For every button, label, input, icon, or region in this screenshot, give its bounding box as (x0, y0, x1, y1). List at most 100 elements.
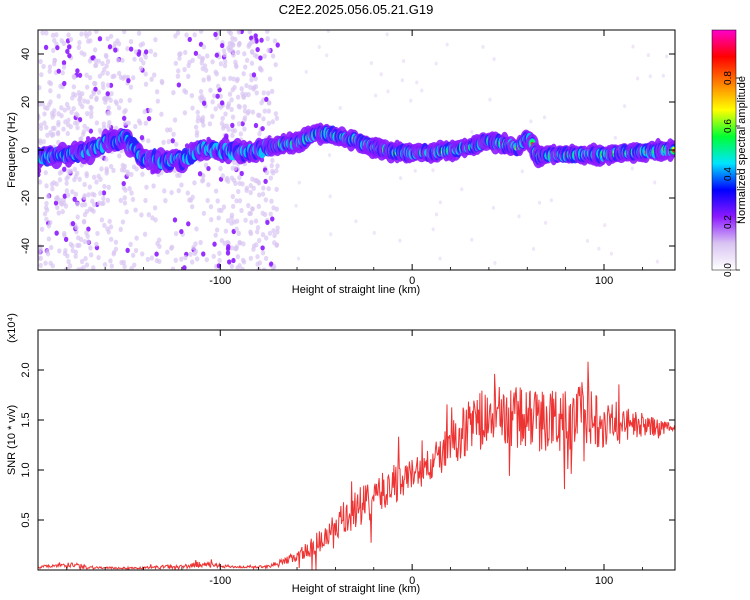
spectrogram-noise-blob (140, 171, 145, 177)
spectrogram-noise-blob (125, 247, 130, 253)
spectrogram-noise-blob (385, 32, 389, 37)
spectrogram-noise-blob (460, 187, 464, 192)
spectrogram-noise-blob (106, 123, 112, 129)
spectrogram-noise-blob (72, 196, 77, 202)
spectrogram-noise-blob (132, 56, 137, 62)
spectrogram-noise-blob (272, 264, 277, 270)
spectrogram-noise-blob (66, 32, 71, 38)
spectrogram-noise-blob (491, 205, 496, 210)
spectrogram-noise-blob (379, 72, 383, 77)
spectrogram-noise-blob (194, 226, 199, 232)
spectrogram-noise-blob (80, 103, 85, 110)
spectrogram-noise-blob (102, 183, 107, 190)
spectrogram-noise-blob (140, 251, 145, 257)
spectrogram-noise-blob (73, 191, 79, 197)
spectrogram-noise-blob (94, 96, 99, 103)
spectrogram-noise-blob (224, 177, 229, 183)
spectrogram-noise-blob (117, 153, 122, 159)
spectrogram-noise-blob (51, 131, 56, 137)
spectrogram-noise-blob (86, 192, 91, 198)
spectrogram-noise-blob (187, 59, 192, 65)
spectrogram-noise-blob (251, 246, 256, 252)
spectrogram-noise-blob (82, 238, 87, 245)
spectrogram-noise-blob (227, 41, 232, 47)
spectrogram-noise-blob (325, 53, 329, 58)
spectrogram-noise-blob (648, 74, 652, 79)
spectrogram-noise-blob (105, 82, 111, 88)
spectrogram-noise-blob (125, 46, 130, 52)
spectrogram-noise-blob (93, 86, 98, 92)
spectrogram-noise-blob (78, 136, 83, 142)
spectrogram-noise-blob (99, 217, 105, 223)
spectrogram-noise-blob (409, 98, 413, 103)
spectrogram-noise-blob (184, 32, 189, 38)
spectrogram-noise-blob (56, 210, 61, 216)
spectrogram-noise-blob (62, 80, 67, 87)
spectrogram-noise-blob (220, 115, 225, 122)
spectrogram-noise-blob (118, 226, 123, 232)
spectrogram-noise-blob (190, 105, 195, 111)
spectrogram-noise-blob (122, 163, 128, 169)
spectrogram-y-tick-label: 20 (20, 96, 32, 108)
spectrogram-noise-blob (85, 233, 90, 239)
spectrogram-noise-blob (259, 37, 264, 43)
spectrogram-noise-blob (326, 30, 330, 34)
spectrogram-noise-blob (85, 135, 91, 142)
spectrogram-noise-blob (106, 105, 111, 111)
spectrogram-noise-blob (89, 110, 94, 116)
spectrogram-noise-blob (438, 200, 442, 205)
spectrogram-noise-blob (145, 256, 151, 262)
spectrogram-noise-blob (91, 202, 97, 208)
spectrogram-noise-blob (176, 68, 181, 74)
spectrogram-noise-blob (57, 248, 62, 254)
spectrogram-noise-blob (201, 210, 207, 216)
snr-y-tick-label: 0.5 (20, 512, 32, 527)
spectrogram-noise-blob (263, 178, 268, 184)
spectrogram-noise-blob (246, 202, 251, 209)
spectrogram-noise-blob (234, 226, 239, 232)
spectrogram-noise-blob (118, 197, 123, 203)
spectrogram-noise-blob (214, 71, 219, 77)
spectrogram-noise-blob (39, 226, 45, 232)
spectrogram-noise-blob (130, 252, 136, 258)
spectrogram-noise-blob (269, 261, 274, 267)
spectrogram-noise-blob (233, 36, 238, 42)
spectrogram-noise-blob (241, 259, 247, 265)
spectrogram-noise-blob (115, 57, 121, 63)
spectrogram-noise-blob (106, 184, 111, 190)
spectrogram-noise-blob (233, 246, 238, 252)
spectrogram-noise-blob (214, 227, 220, 233)
spectrogram-panel: -100 0 100 -40 -20 0 20 40 Height of straight l… (6, 29, 676, 296)
spectrogram-noise-blob (603, 223, 607, 228)
spectrogram-noise-blob (97, 36, 103, 42)
spectrogram-noise-blob (251, 38, 256, 45)
spectrogram-noise-blob (94, 120, 100, 126)
spectrogram-noise-blob (201, 100, 207, 106)
spectrogram-noise-blob (108, 258, 113, 264)
spectrogram-noise-blob (186, 73, 191, 79)
spectrogram-noise-blob (61, 126, 66, 132)
spectrogram-noise-blob (228, 75, 233, 81)
spectrogram-noise-blob (153, 52, 158, 58)
spectrogram-noise-blob (94, 241, 99, 247)
spectrogram-noise-blob (105, 70, 110, 76)
spectrogram-noise-blob (138, 65, 144, 71)
spectrogram-noise-blob (73, 174, 79, 180)
spectrogram-noise-blob (270, 216, 275, 222)
spectrogram-noise-blob (53, 200, 59, 206)
spectrogram-noise-blob (70, 189, 75, 195)
spectrogram-noise-blob (127, 186, 132, 192)
spectrogram-noise-blob (89, 94, 94, 100)
spectrogram-noise-blob (206, 182, 211, 188)
spectrogram-noise-blob (100, 70, 105, 76)
spectrogram-noise-blob (520, 169, 524, 174)
spectrogram-noise-blob (481, 44, 485, 49)
spectrogram-axes: -100 0 100 -40 -20 0 20 40 (20, 30, 675, 287)
spectrogram-noise-blob (38, 172, 41, 178)
spectrogram-noise-blob (62, 166, 67, 172)
spectrogram-noise-blob (150, 215, 155, 221)
spectrogram-noise-blob (175, 73, 181, 79)
spectrogram-noise-blob (221, 48, 227, 54)
spectrogram-noise-blob (234, 78, 240, 84)
spectrogram-noise-blob (273, 111, 279, 117)
